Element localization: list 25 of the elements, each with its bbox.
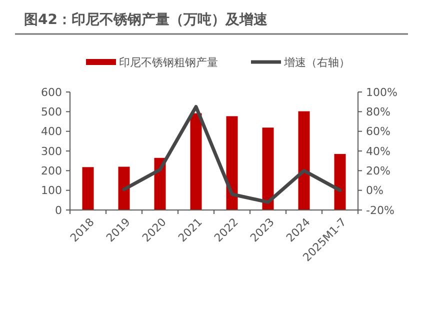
y2-tick-label: 20%: [366, 164, 390, 178]
chart-title: 图42：印尼不锈钢产量（万吨）及增速: [24, 11, 268, 28]
y2-tick-label: 40%: [366, 144, 390, 158]
y-tick-label: 0: [55, 204, 62, 217]
y2-tick-label: 60%: [366, 125, 390, 138]
bar: [334, 154, 346, 210]
y2-tick-label: -20%: [366, 204, 394, 217]
bar: [82, 167, 94, 210]
y2-tick-label: 80%: [366, 106, 390, 119]
legend-label: 增速（右轴）: [283, 56, 350, 69]
y-tick-label: 200: [41, 164, 62, 178]
bar: [226, 116, 238, 210]
y-tick-label: 300: [41, 144, 62, 158]
y2-tick-label: 100%: [366, 86, 398, 99]
bar: [190, 113, 202, 210]
bar: [262, 128, 274, 210]
y-tick-label: 600: [41, 86, 62, 99]
bar: [118, 166, 130, 210]
legend-label: 印尼不锈钢粗钢产量: [119, 56, 218, 69]
line-series: [122, 105, 342, 204]
y-tick-label: 500: [41, 106, 62, 119]
y2-tick-label: 0%: [366, 184, 384, 198]
bar: [298, 111, 310, 210]
y-tick-label: 400: [41, 125, 62, 138]
y-tick-label: 100: [41, 184, 62, 198]
